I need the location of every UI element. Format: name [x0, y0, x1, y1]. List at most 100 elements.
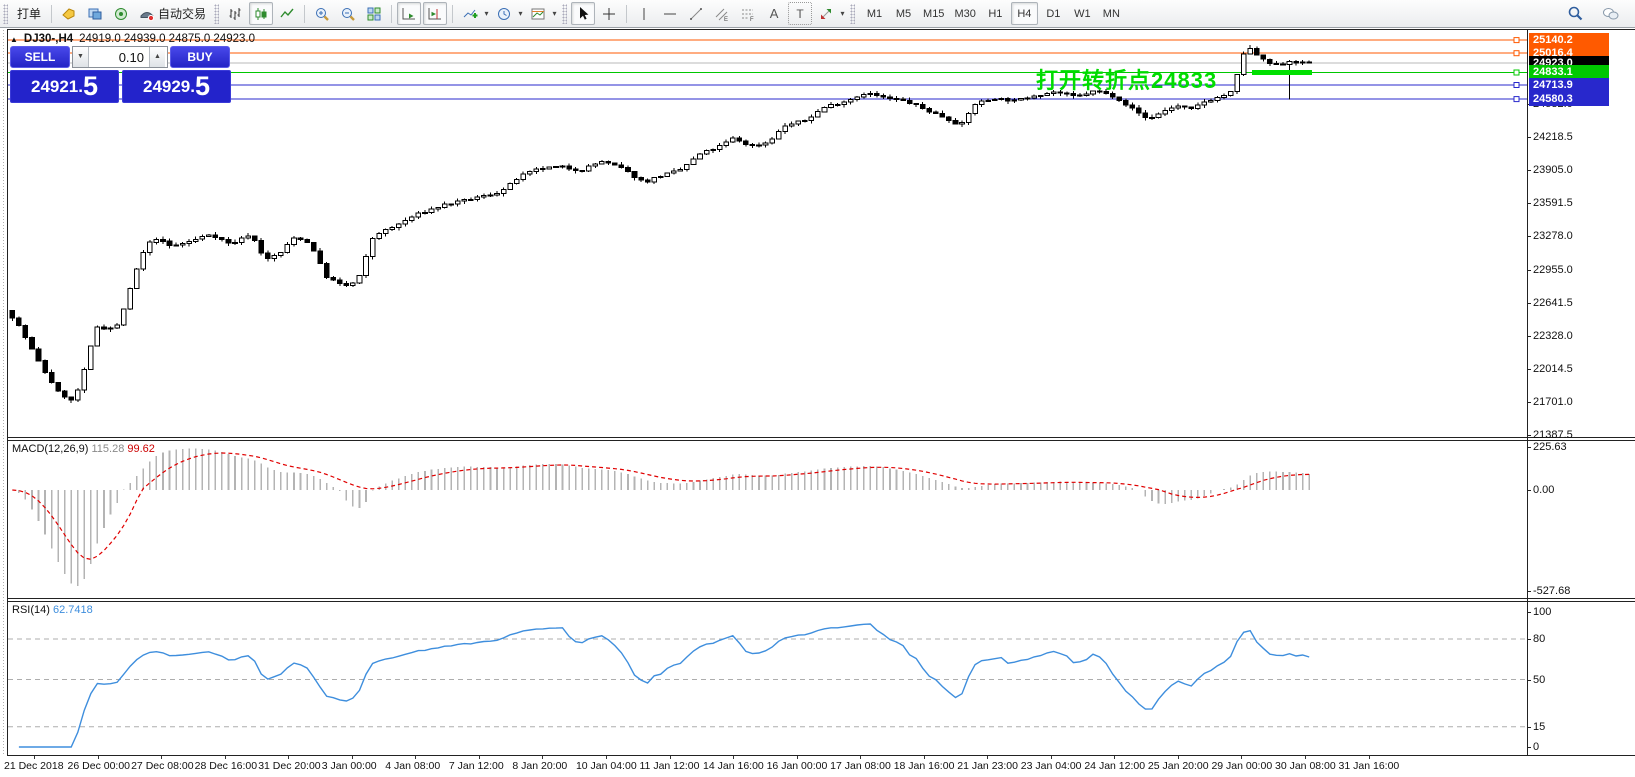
- price-tick: [1527, 137, 1531, 139]
- tile-windows-icon[interactable]: [362, 2, 386, 25]
- buy-button[interactable]: BUY: [170, 46, 230, 68]
- cursor-icon[interactable]: [571, 2, 596, 25]
- templates-dropdown-icon[interactable]: ▾: [552, 9, 557, 18]
- price-tick: [1527, 203, 1531, 205]
- zoom-in-icon[interactable]: [310, 2, 334, 25]
- periods-dropdown-icon[interactable]: ▾: [518, 9, 523, 18]
- time-label: 8 Jan 20:00: [512, 760, 568, 772]
- rsi-indicator-pane[interactable]: [8, 602, 1527, 755]
- horizontal-line-tool-icon[interactable]: [658, 2, 682, 25]
- time-tick: [987, 756, 989, 759]
- bar-chart-icon[interactable]: [223, 2, 247, 25]
- price-tick-label: 22328.0: [1533, 330, 1573, 343]
- timeframe-d1[interactable]: D1: [1046, 7, 1061, 20]
- price-axis[interactable]: 24532.024218.523905.023591.523278.022955…: [1527, 29, 1635, 756]
- time-axis[interactable]: 21 Dec 2018 26 Dec 00:00 27 Dec 08:00 28 De…: [0, 756, 1635, 777]
- price-tick: [1527, 446, 1531, 448]
- zoom-out-icon[interactable]: [336, 2, 360, 25]
- search-icon[interactable]: [1563, 2, 1588, 25]
- timeframe-h4[interactable]: H4: [1010, 2, 1038, 25]
- pane-splitter[interactable]: [7, 601, 1635, 602]
- market-watch-icon[interactable]: [83, 2, 107, 25]
- price-tick: [1527, 591, 1531, 593]
- sell-price-button[interactable]: 24921. 5: [10, 70, 119, 103]
- macd-indicator-pane[interactable]: [8, 441, 1527, 597]
- price-tick: [1527, 435, 1531, 437]
- volume-stepper: ▼ ▲: [72, 46, 168, 68]
- price-list-icon[interactable]: [57, 2, 81, 25]
- candlestick-chart-icon[interactable]: [249, 2, 274, 25]
- time-label: 17 Jan 08:00: [830, 760, 891, 772]
- periods-clock-icon[interactable]: [492, 2, 516, 25]
- timeframe-m5[interactable]: M5: [895, 7, 912, 20]
- chart-left-grip: [3, 30, 4, 754]
- add-indicator-icon[interactable]: [458, 2, 482, 25]
- time-tick: [288, 756, 290, 759]
- text-tool-icon[interactable]: A: [769, 6, 779, 21]
- price-axis-line: [1527, 29, 1528, 756]
- time-label: 18 Jan 16:00: [893, 760, 955, 772]
- time-label: 21 Dec 2018: [4, 760, 64, 772]
- signals-icon[interactable]: [109, 2, 133, 25]
- arrows-dropdown-icon[interactable]: ▾: [840, 9, 845, 18]
- price-chart-pane[interactable]: [8, 30, 1527, 437]
- line-chart-icon[interactable]: [275, 2, 299, 25]
- rsi-axis-label: 50: [1533, 673, 1546, 686]
- vertical-line-tool-icon[interactable]: [632, 2, 656, 25]
- buy-price-button[interactable]: 24929. 5: [122, 70, 231, 103]
- pane-splitter[interactable]: [7, 598, 1635, 599]
- collapse-icon[interactable]: ▲: [10, 34, 18, 44]
- fibonacci-tool-icon[interactable]: F: [736, 2, 760, 25]
- time-label: 28 Dec 16:00: [194, 760, 258, 772]
- macd-axis-label: -527.68: [1533, 585, 1571, 598]
- level-price-label: 25140.2: [1529, 33, 1609, 48]
- macd-signal-value: 99.62: [127, 443, 155, 455]
- buy-price-pip: 5: [194, 71, 211, 101]
- toolbar-grip[interactable]: [562, 3, 568, 24]
- pane-splitter[interactable]: [7, 437, 1635, 438]
- crosshair-icon[interactable]: [597, 2, 621, 25]
- timeframe-m1[interactable]: M1: [866, 7, 883, 20]
- ohlc-values: 24919.0 24939.0 24875.0 24923.0: [79, 33, 256, 45]
- timeframe-w1[interactable]: W1: [1074, 7, 1091, 20]
- price-tick: [1527, 402, 1531, 404]
- volume-decrease-button[interactable]: ▼: [73, 47, 89, 67]
- chart-title: ▲ DJ30-,H4 24919.0 24939.0 24875.0 24923…: [10, 33, 255, 45]
- price-tick: [1527, 612, 1531, 613]
- autotrading-button[interactable]: 自动交易: [135, 2, 210, 25]
- equidistant-channel-tool-icon[interactable]: E: [710, 2, 734, 25]
- timeframe-m30[interactable]: M30: [954, 7, 976, 20]
- text-label-tool-icon[interactable]: T: [788, 2, 813, 25]
- timeframe-mn[interactable]: MN: [1102, 7, 1120, 20]
- sell-price: 24921.: [30, 77, 83, 96]
- volume-input[interactable]: [89, 47, 149, 67]
- volume-increase-button[interactable]: ▲: [149, 47, 165, 67]
- macd-name: MACD(12,26,9): [12, 443, 89, 455]
- macd-value: 115.28: [91, 443, 125, 455]
- symbol-period-label: DJ30-,H4: [23, 33, 74, 45]
- toolbar-grip[interactable]: [3, 3, 8, 24]
- toolbar-separator: [304, 4, 306, 23]
- toolbar-separator: [452, 4, 454, 23]
- time-label: 24 Jan 12:00: [1084, 760, 1146, 772]
- toolbar-grip[interactable]: [850, 3, 856, 24]
- chart-shift-icon[interactable]: [423, 2, 448, 25]
- add-indicator-dropdown-icon[interactable]: ▾: [484, 9, 489, 18]
- price-tick-label: 22014.5: [1533, 363, 1573, 376]
- auto-scroll-icon[interactable]: [397, 2, 422, 25]
- time-tick: [415, 756, 417, 759]
- toolbar-grip[interactable]: [214, 3, 220, 24]
- timeframe-m15[interactable]: M15: [923, 7, 945, 20]
- timeframe-h1[interactable]: H1: [988, 7, 1003, 20]
- rsi-axis-label: 15: [1533, 720, 1546, 733]
- pane-splitter[interactable]: [7, 440, 1635, 441]
- time-tick: [34, 756, 35, 759]
- chat-icon[interactable]: [1598, 2, 1624, 25]
- new-order-button[interactable]: 打单: [17, 7, 42, 21]
- price-tick: [1527, 726, 1531, 728]
- trendline-tool-icon[interactable]: [684, 2, 708, 25]
- highlight-line[interactable]: [1252, 70, 1312, 76]
- templates-icon[interactable]: [526, 2, 550, 25]
- sell-button[interactable]: SELL: [10, 46, 70, 68]
- arrows-tool-icon[interactable]: [814, 2, 838, 25]
